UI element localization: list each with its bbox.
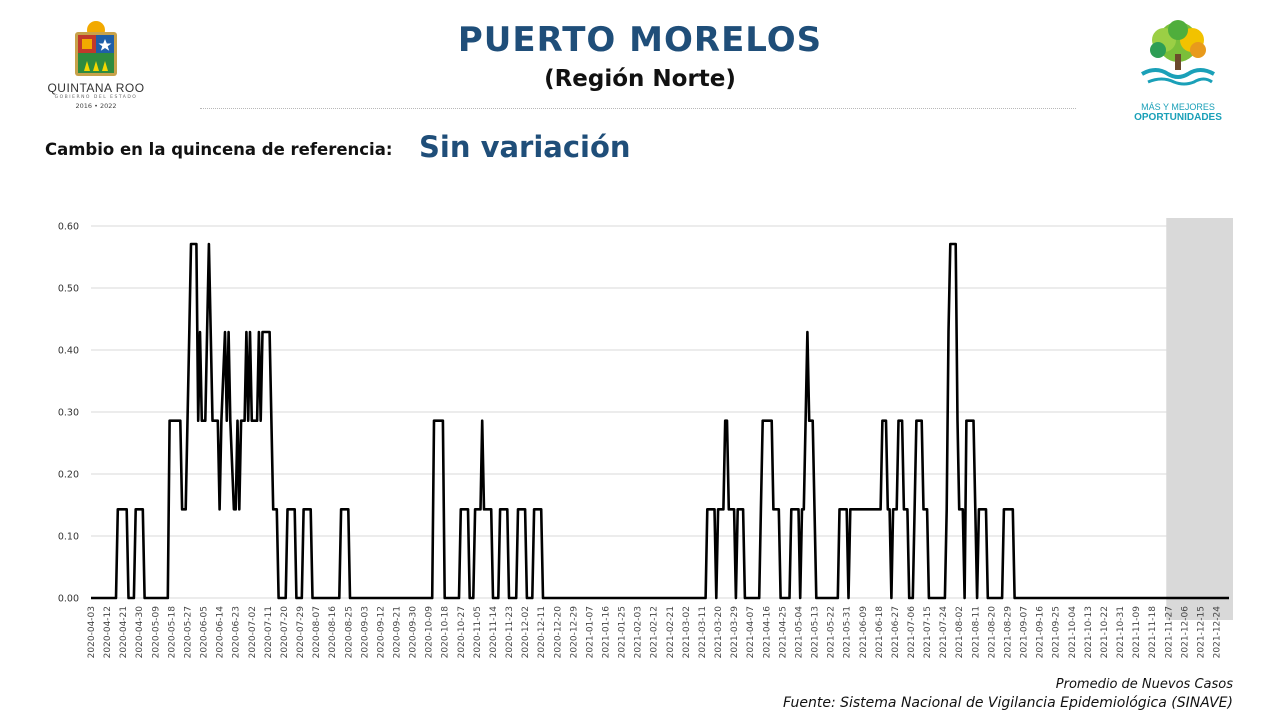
x-tick-label-26: 2020-11-23	[505, 606, 515, 658]
x-tick-label-37: 2021-03-02	[682, 606, 692, 658]
x-tick-label-23: 2020-10-27	[457, 606, 467, 658]
x-tick-label-9: 2020-06-23	[232, 606, 242, 658]
state-subtitle: GOBIERNO DEL ESTADO	[54, 95, 138, 100]
change-label: Cambio en la quincena de referencia:	[45, 140, 393, 159]
x-tick-label-15: 2020-08-16	[328, 606, 338, 659]
x-tick-label-2: 2020-04-21	[119, 606, 129, 658]
x-tick-label-28: 2020-12-11	[537, 606, 547, 658]
x-tick-label-11: 2020-07-11	[264, 606, 274, 658]
x-tick-label-20: 2020-09-30	[409, 606, 419, 659]
x-tick-label-22: 2020-10-18	[441, 606, 451, 659]
x-tick-label-55: 2021-08-11	[971, 606, 981, 658]
x-tick-label-38: 2021-03-11	[698, 606, 708, 658]
y-tick-label-1: 0.10	[58, 532, 79, 543]
x-tick-label-17: 2020-09-03	[360, 606, 370, 658]
y-tick-label-2: 0.20	[58, 470, 79, 481]
x-tick-label-0: 2020-04-03	[87, 606, 97, 658]
x-tick-label-54: 2021-08-02	[955, 606, 965, 658]
x-tick-label-49: 2021-06-18	[875, 606, 885, 659]
x-tick-label-70: 2021-12-24	[1212, 606, 1222, 659]
x-tick-label-24: 2020-11-05	[473, 606, 483, 658]
x-tick-label-63: 2021-10-22	[1100, 606, 1110, 658]
x-tick-label-14: 2020-08-07	[312, 606, 322, 658]
x-tick-label-40: 2021-03-29	[730, 606, 740, 659]
x-tick-label-25: 2020-11-14	[489, 606, 499, 659]
slogan-line-1: MÁS Y MEJORES	[1141, 102, 1215, 112]
x-tick-label-50: 2021-06-27	[891, 606, 901, 658]
x-tick-label-4: 2020-05-09	[151, 606, 161, 659]
x-tick-label-29: 2020-12-20	[553, 606, 563, 659]
x-tick-label-48: 2021-06-09	[859, 606, 869, 659]
oportunidades-logo: MÁS Y MEJORES OPORTUNIDADES	[1120, 20, 1236, 123]
x-tick-label-62: 2021-10-13	[1084, 606, 1094, 658]
x-tick-label-10: 2020-07-02	[248, 606, 258, 658]
x-tick-label-60: 2021-09-25	[1052, 606, 1062, 658]
x-tick-label-1: 2020-04-12	[103, 606, 113, 658]
x-tick-label-59: 2021-09-16	[1036, 606, 1046, 659]
change-value: Sin variación	[419, 130, 631, 164]
quintana-roo-logo: QUINTANA ROO GOBIERNO DEL ESTADO 2016 • …	[44, 18, 148, 114]
x-tick-label-21: 2020-10-09	[425, 606, 435, 659]
x-tick-label-46: 2021-05-22	[827, 606, 837, 658]
x-tick-label-68: 2021-12-06	[1180, 606, 1190, 659]
x-tick-label-39: 2021-03-20	[714, 606, 724, 659]
y-tick-label-0: 0.00	[58, 594, 79, 605]
x-tick-label-42: 2021-04-16	[762, 606, 772, 659]
x-tick-label-66: 2021-11-18	[1148, 606, 1158, 659]
chart-caption: Promedio de Nuevos Casos	[1055, 677, 1233, 692]
state-name: QUINTANA ROO	[47, 81, 145, 95]
page-subtitle: (Región Norte)	[544, 66, 736, 92]
y-tick-label-3: 0.30	[58, 408, 79, 419]
x-tick-label-31: 2021-01-07	[585, 606, 595, 658]
x-tick-label-58: 2021-09-07	[1020, 606, 1030, 658]
page-title: PUERTO MORELOS	[457, 20, 823, 60]
x-tick-label-35: 2021-02-12	[650, 606, 660, 658]
y-tick-label-6: 0.60	[58, 222, 79, 233]
x-tick-label-36: 2021-02-21	[666, 606, 676, 658]
header-divider	[200, 108, 1076, 109]
x-tick-label-8: 2020-06-14	[216, 606, 226, 659]
state-years: 2016 • 2022	[75, 102, 117, 110]
slogan-line-2: OPORTUNIDADES	[1134, 112, 1222, 123]
x-tick-label-56: 2021-08-20	[987, 606, 997, 659]
x-tick-label-3: 2020-04-30	[135, 606, 145, 659]
cases-line-chart: 0.00 0.10 0.20 0.30 0.40 0.50 0.60 2020-04-03 2…	[58, 218, 1233, 659]
x-tick-label-41: 2021-04-07	[746, 606, 756, 658]
x-tick-label-61: 2021-10-04	[1068, 606, 1078, 659]
data-source: Fuente: Sistema Nacional de Vigilancia E…	[783, 695, 1233, 711]
x-tick-label-27: 2020-12-02	[521, 606, 531, 658]
x-tick-label-16: 2020-08-25	[344, 606, 354, 658]
x-tick-label-53: 2021-07-24	[939, 606, 949, 659]
x-tick-label-47: 2021-05-31	[843, 606, 853, 658]
x-tick-label-12: 2020-07-20	[280, 606, 290, 659]
highlight-band	[1166, 218, 1233, 620]
series-line-0	[91, 242, 1229, 600]
x-tick-label-5: 2020-05-18	[167, 606, 177, 659]
x-tick-label-67: 2021-11-27	[1164, 606, 1174, 658]
y-tick-label-4: 0.40	[58, 346, 79, 357]
x-tick-label-69: 2021-12-15	[1196, 606, 1206, 658]
x-tick-label-57: 2021-08-29	[1003, 606, 1013, 659]
x-tick-label-52: 2021-07-15	[923, 606, 933, 658]
x-tick-label-51: 2021-07-06	[907, 606, 917, 659]
x-tick-label-64: 2021-10-31	[1116, 606, 1126, 658]
x-tick-label-44: 2021-05-04	[794, 606, 804, 659]
x-tick-label-34: 2021-02-03	[634, 606, 644, 658]
x-tick-label-6: 2020-05-27	[183, 606, 193, 658]
state-seal-icon	[75, 21, 117, 76]
x-tick-label-19: 2020-09-21	[392, 606, 402, 658]
x-tick-label-18: 2020-09-12	[376, 606, 386, 658]
x-tick-label-43: 2021-04-25	[778, 606, 788, 658]
y-tick-label-5: 0.50	[58, 284, 79, 295]
x-tick-label-65: 2021-11-09	[1132, 606, 1142, 659]
x-tick-label-32: 2021-01-16	[602, 606, 612, 659]
tree-icon	[1141, 20, 1215, 86]
x-tick-label-13: 2020-07-29	[296, 606, 306, 659]
x-tick-label-30: 2020-12-29	[569, 606, 579, 659]
x-tick-label-45: 2021-05-13	[811, 606, 821, 658]
x-tick-label-33: 2021-01-25	[618, 606, 628, 658]
x-tick-label-7: 2020-06-05	[200, 606, 210, 658]
